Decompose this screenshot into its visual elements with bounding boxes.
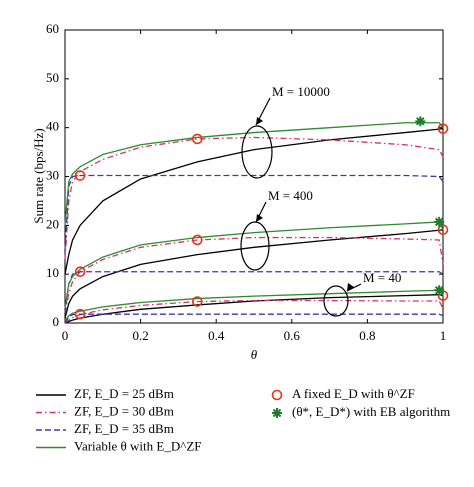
marker-circle <box>437 224 449 236</box>
y-tick-label: 60 <box>46 21 59 36</box>
legend-label: ZF, E_D = 25 dBm <box>74 386 174 401</box>
x-tick-label: 0.2 <box>132 328 148 343</box>
y-tick-label: 10 <box>46 265 59 280</box>
legend-label: Variable θ with E_D^ZF <box>74 438 202 453</box>
series-line <box>64 289 444 321</box>
series-line <box>64 174 444 250</box>
annotation-arrow <box>346 283 362 292</box>
annotation-text: M = 10000 <box>272 84 330 99</box>
annotation-ellipse <box>241 125 273 179</box>
marker-circle <box>74 170 86 181</box>
x-tick-label: 0.8 <box>359 328 375 343</box>
series-line <box>64 127 444 275</box>
x-tick-label: 0.6 <box>284 328 301 343</box>
marker-circle <box>192 296 203 307</box>
annotation-text: M = 400 <box>268 188 313 203</box>
legend-marker <box>272 408 282 418</box>
x-tick-label: 1 <box>440 328 447 343</box>
marker-circle <box>192 133 203 145</box>
series-line <box>64 122 444 226</box>
x-tick-label: 0 <box>62 328 69 343</box>
legend-label: ZF, E_D = 30 dBm <box>74 403 174 418</box>
legend-marker <box>271 389 283 401</box>
series-line <box>64 271 444 314</box>
marker-circle <box>74 266 86 278</box>
marker-star <box>434 216 445 227</box>
y-tick-label: 0 <box>53 314 60 329</box>
annotation-arrowhead <box>256 214 263 222</box>
y-tick-label: 30 <box>46 167 59 182</box>
marker-circle <box>192 234 203 246</box>
y-tick-label: 40 <box>46 119 59 134</box>
series-line <box>64 236 444 314</box>
series-line <box>64 221 444 309</box>
y-tick-label: 20 <box>46 216 59 231</box>
series-line <box>64 229 444 319</box>
legend-label: A fixed E_D with θ^ZF <box>292 386 415 401</box>
marker-star <box>415 116 426 127</box>
series-line <box>64 136 444 260</box>
x-tick-label: 0.4 <box>208 328 225 343</box>
x-axis-label: θ <box>251 347 258 362</box>
marker-circle <box>437 123 449 134</box>
legend-label: (θ*, E_D*) with EB algorithm <box>292 404 450 419</box>
y-tick-label: 50 <box>46 70 59 85</box>
annotation-ellipse <box>323 285 349 317</box>
annotation-text: M = 40 <box>363 270 401 285</box>
series-line <box>64 294 444 324</box>
annotation-ellipse <box>240 221 270 271</box>
y-axis-label: Sum rate (bps/Hz) <box>31 128 46 223</box>
legend-label: ZF, E_D = 35 dBm <box>74 421 174 436</box>
series-line <box>64 313 444 324</box>
marker-circle <box>74 308 86 320</box>
annotation-arrowhead <box>347 283 354 291</box>
annotation-arrowhead <box>256 117 263 125</box>
marker-star <box>434 285 445 296</box>
